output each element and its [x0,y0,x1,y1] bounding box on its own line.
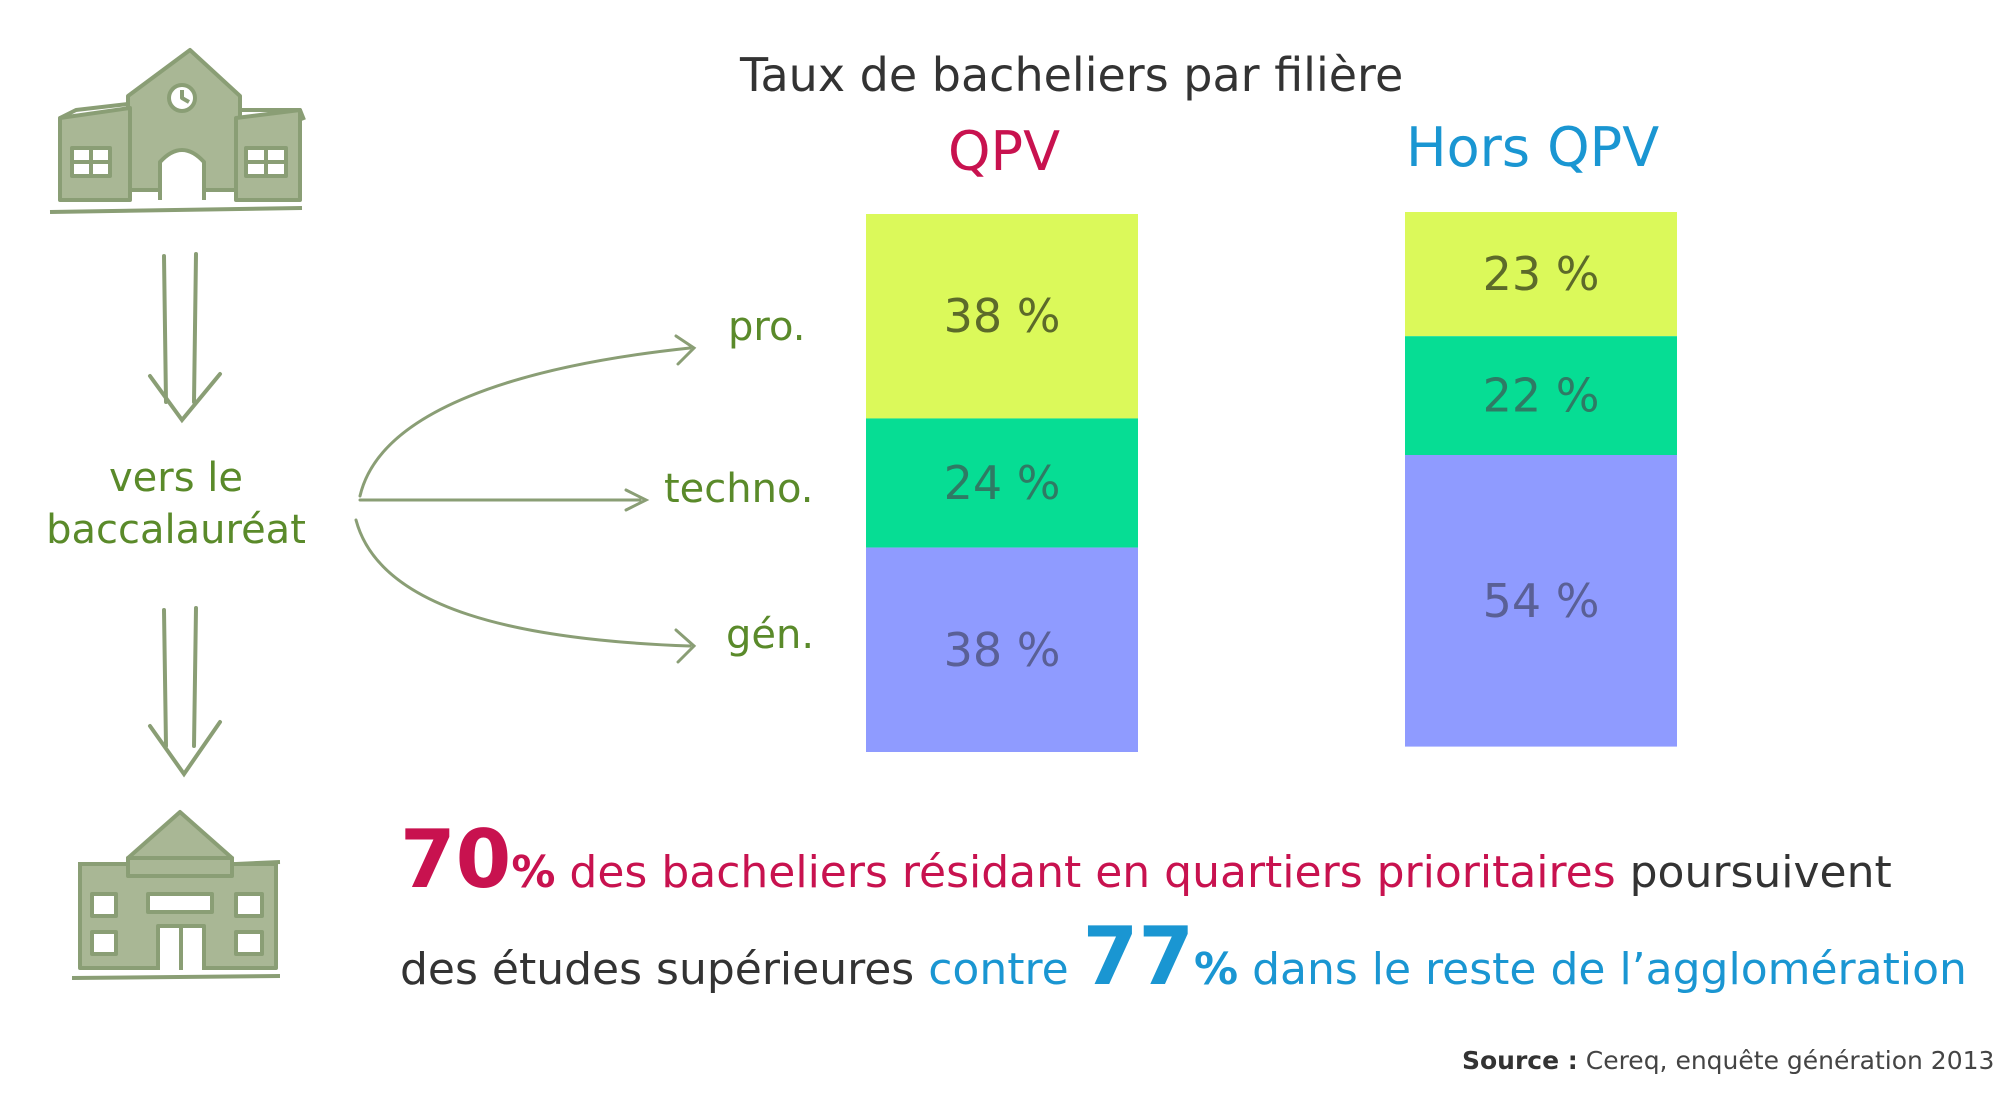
bar-qpv-segment-1 [866,418,1138,548]
conclusion-text: 70% des bacheliers résidant en quartiers… [400,818,1980,1012]
data-label-qpv-0: 38 % [944,289,1061,343]
school-building-icon [49,48,306,214]
bar-hors-qpv-segment-2 [1405,455,1677,747]
bac-line-1: vers le [108,455,243,501]
arrow-down-icon [148,252,222,424]
qpv-text: des bacheliers résidant en quartiers pri… [555,847,1616,898]
data-label-hors-qpv-1: 22 % [1483,369,1600,423]
contre-text: contre [914,944,1083,995]
source-text: Cereq, enquête génération 2013 [1577,1046,1995,1075]
source-label: Source : [1462,1046,1578,1075]
university-building-icon [71,810,281,980]
category-label-pro: pro. [728,304,806,350]
stacked-bars: 38 % 24 % 38 % 23 % 22 % 54 % [866,212,1677,752]
curved-arrow-icon [354,334,697,664]
bac-line-2: baccalauréat [46,507,306,553]
source-note: Source : Cereq, enquête génération 2013 [1462,1046,1994,1075]
bar-qpv-segment-0 [866,214,1138,419]
conclusion-line-1: 70% des bacheliers résidant en quartiers… [400,818,1980,915]
qpv-percent-sign: % [511,847,556,898]
hors-text: dans le reste de l’agglomération [1238,944,1967,995]
data-label-hors-qpv-0: 23 % [1483,247,1600,301]
conclusion-mid-2: des études supérieures [400,944,915,995]
bar-qpv-segment-2 [866,547,1138,752]
group-title-qpv: QPV [948,120,1061,183]
data-label-qpv-1: 24 % [944,456,1061,510]
category-label-gen: gén. [726,612,815,658]
data-label-hors-qpv-2: 54 % [1483,574,1600,628]
data-label-qpv-2: 38 % [944,623,1061,677]
chart-title: Taux de bacheliers par filière [740,48,1404,102]
conclusion-mid-1: poursuivent [1615,847,1892,898]
hors-percent-sign: % [1193,944,1239,995]
conclusion-line-2: des études supérieures contre 77% dans l… [400,915,1980,1012]
baccalaureat-label: vers le baccalauréat [28,452,324,556]
bar-hors-qpv-segment-1 [1405,336,1677,455]
group-title-hors-qpv: Hors QPV [1406,116,1660,179]
hors-percentage: 77 [1082,910,1194,1003]
qpv-percentage: 70 [400,813,512,906]
bar-hors-qpv-segment-0 [1405,212,1677,337]
category-label-techno: techno. [664,466,814,512]
arrow-down-icon [148,606,222,778]
